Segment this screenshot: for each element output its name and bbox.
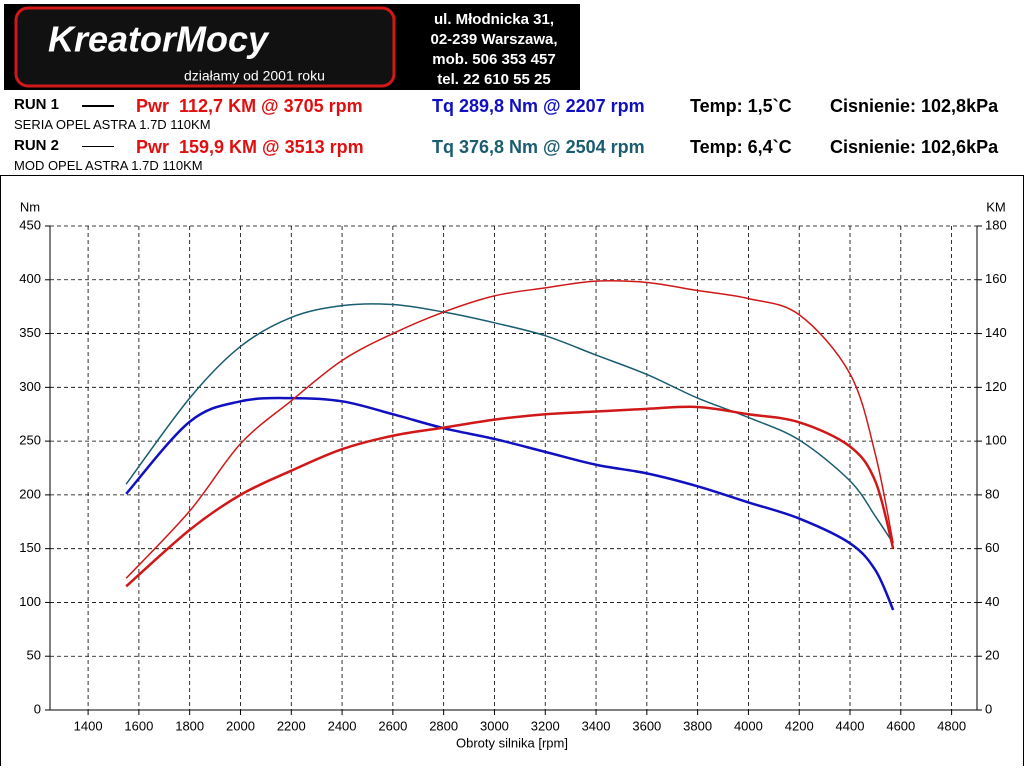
address-line: tel. 22 610 55 25 bbox=[437, 71, 551, 88]
run-power: Pwr 159,9 KM @ 3513 rpm bbox=[136, 137, 364, 157]
logo-slogan: działamy od 2001 roku bbox=[184, 68, 325, 84]
y-tick-label: 300 bbox=[19, 379, 41, 394]
x-tick-label: 3800 bbox=[683, 718, 712, 733]
run-label: RUN 1 bbox=[14, 96, 60, 113]
watermark: KreatorMocy bbox=[378, 354, 674, 407]
x-tick-label: 3600 bbox=[632, 718, 661, 733]
y2-tick-label: 80 bbox=[985, 486, 999, 501]
series-line bbox=[125, 405, 895, 588]
y2-tick-label: 0 bbox=[985, 701, 992, 716]
y2-axis-label: KM bbox=[986, 199, 1006, 214]
run-description: SERIA OPEL ASTRA 1.7D 110KM bbox=[14, 117, 211, 132]
y-tick-label: 250 bbox=[19, 433, 41, 448]
logo-frame bbox=[14, 6, 396, 88]
logo-text: KreatorMocy bbox=[48, 19, 270, 60]
y2-tick-label: 40 bbox=[985, 594, 999, 609]
run-temp: Temp: 1,5`C bbox=[690, 96, 792, 116]
x-tick-label: 2000 bbox=[226, 718, 255, 733]
x-tick-label: 4000 bbox=[734, 718, 763, 733]
address-line: mob. 506 353 457 bbox=[432, 51, 556, 68]
run-label: RUN 2 bbox=[14, 137, 60, 154]
y-tick-label: 350 bbox=[19, 325, 41, 340]
y-tick-label: 0 bbox=[34, 701, 41, 716]
x-tick-label: 2400 bbox=[328, 718, 357, 733]
run-power: Pwr 112,7 KM @ 3705 rpm bbox=[136, 96, 363, 116]
x-tick-label: 1800 bbox=[175, 718, 204, 733]
y2-tick-label: 140 bbox=[985, 325, 1007, 340]
x-axis-label: Obroty silnika [rpm] bbox=[456, 735, 568, 750]
x-tick-label: 4800 bbox=[937, 718, 966, 733]
y2-tick-label: 120 bbox=[985, 379, 1007, 394]
x-tick-label: 2600 bbox=[378, 718, 407, 733]
address-line: 02-239 Warszawa, bbox=[430, 31, 558, 48]
run-temp: Temp: 6,4`C bbox=[690, 137, 792, 157]
run-pressure: Cisnienie: 102,8kPa bbox=[830, 96, 999, 116]
y-tick-label: 450 bbox=[19, 217, 41, 232]
x-tick-label: 3000 bbox=[480, 718, 509, 733]
y-tick-label: 200 bbox=[19, 486, 41, 501]
series-line bbox=[125, 396, 895, 611]
x-tick-label: 3200 bbox=[531, 718, 560, 733]
y2-tick-label: 160 bbox=[985, 271, 1007, 286]
x-tick-label: 2800 bbox=[429, 718, 458, 733]
x-tick-label: 4200 bbox=[785, 718, 814, 733]
run-description: MOD OPEL ASTRA 1.7D 110KM bbox=[14, 158, 203, 173]
x-tick-label: 4400 bbox=[836, 718, 865, 733]
run-legend-line bbox=[82, 105, 114, 107]
run-pressure: Cisnienie: 102,6kPa bbox=[830, 137, 999, 157]
series-line bbox=[125, 303, 894, 544]
y2-tick-label: 20 bbox=[985, 648, 999, 663]
y-tick-label: 100 bbox=[19, 594, 41, 609]
y-tick-label: 400 bbox=[19, 271, 41, 286]
x-tick-label: 3400 bbox=[582, 718, 611, 733]
x-tick-label: 1600 bbox=[124, 718, 153, 733]
run-legend-line bbox=[82, 146, 114, 147]
address-line: ul. Młodnicka 31, bbox=[433, 11, 555, 28]
series-line bbox=[125, 279, 894, 579]
x-tick-label: 1400 bbox=[74, 718, 103, 733]
logo: KreatorMocy działamy od 2001 roku bbox=[14, 6, 396, 88]
y-axis-label: Nm bbox=[20, 199, 40, 214]
run-torque: Tq 289,8 Nm @ 2207 rpm bbox=[432, 96, 645, 116]
x-tick-label: 2200 bbox=[277, 718, 306, 733]
address: ul. Młodnicka 31, 02-239 Warszawa, mob. … bbox=[404, 10, 584, 90]
run-torque: Tq 376,8 Nm @ 2504 rpm bbox=[432, 137, 645, 157]
y2-tick-label: 60 bbox=[985, 540, 999, 555]
x-tick-label: 4600 bbox=[886, 718, 915, 733]
logo-box: KreatorMocy działamy od 2001 roku ul. Mł… bbox=[4, 4, 580, 90]
y2-tick-label: 180 bbox=[985, 217, 1007, 232]
y-tick-label: 50 bbox=[27, 648, 41, 663]
y2-tick-label: 100 bbox=[985, 433, 1007, 448]
y-tick-label: 150 bbox=[19, 540, 41, 555]
